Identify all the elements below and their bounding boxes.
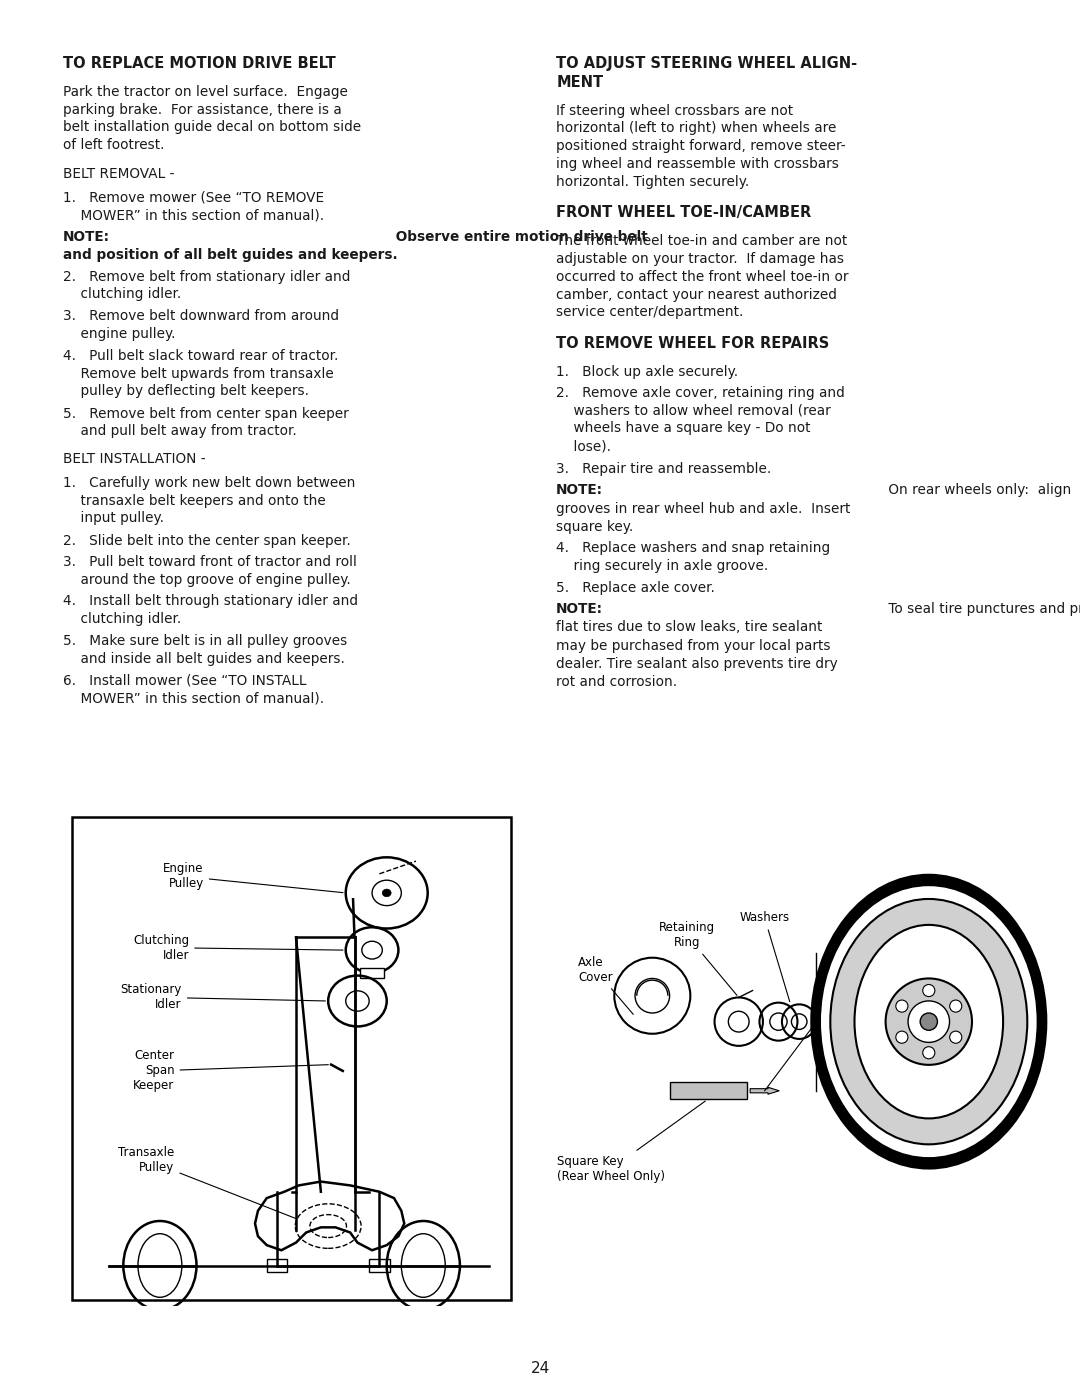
Circle shape — [886, 978, 972, 1065]
Text: NOTE:: NOTE: — [556, 602, 604, 616]
Circle shape — [922, 1046, 935, 1059]
Text: 4.   Pull belt slack toward rear of tractor.
    Remove belt upwards from transa: 4. Pull belt slack toward rear of tracto… — [63, 349, 338, 398]
Text: 3.   Pull belt toward front of tractor and roll
    around the top groove of eng: 3. Pull belt toward front of tractor and… — [63, 555, 356, 587]
Text: 1.   Block up axle securely.: 1. Block up axle securely. — [556, 365, 739, 379]
Text: 1.   Remove mower (See “TO REMOVE
    MOWER” in this section of manual).: 1. Remove mower (See “TO REMOVE MOWER” i… — [63, 190, 324, 222]
Text: Park the tractor on level surface.  Engage
parking brake.  For assistance, there: Park the tractor on level surface. Engag… — [63, 85, 361, 152]
Text: TO REPLACE MOTION DRIVE BELT: TO REPLACE MOTION DRIVE BELT — [63, 56, 336, 71]
Text: 5.   Replace axle cover.: 5. Replace axle cover. — [556, 581, 715, 595]
Text: 3.   Repair tire and reassemble.: 3. Repair tire and reassemble. — [556, 462, 771, 476]
Bar — [267, 1259, 287, 1271]
Text: Washers: Washers — [740, 911, 789, 1002]
Text: 5.   Make sure belt is in all pulley grooves
    and inside all belt guides and : 5. Make sure belt is in all pulley groov… — [63, 634, 347, 666]
Text: grooves in rear wheel hub and axle.  Insert: grooves in rear wheel hub and axle. Inse… — [556, 502, 851, 515]
Text: rot and corrosion.: rot and corrosion. — [556, 675, 677, 689]
Text: 2.   Slide belt into the center span keeper.: 2. Slide belt into the center span keepe… — [63, 534, 350, 548]
Text: Retaining
Ring: Retaining Ring — [659, 921, 737, 995]
Circle shape — [382, 888, 391, 897]
Text: 6.   Install mower (See “TO INSTALL
    MOWER” in this section of manual).: 6. Install mower (See “TO INSTALL MOWER”… — [63, 673, 324, 705]
Text: 5.   Remove belt from center span keeper
    and pull belt away from tractor.: 5. Remove belt from center span keeper a… — [63, 407, 349, 439]
Text: 2.   Remove axle cover, retaining ring and
    washers to allow wheel removal (r: 2. Remove axle cover, retaining ring and… — [556, 386, 845, 453]
Text: 3.   Remove belt downward from around
    engine pulley.: 3. Remove belt downward from around engi… — [63, 309, 339, 341]
Circle shape — [949, 1031, 962, 1044]
Ellipse shape — [831, 898, 1027, 1144]
Text: TO ADJUST STEERING WHEEL ALIGN-
MENT: TO ADJUST STEERING WHEEL ALIGN- MENT — [556, 56, 858, 89]
Text: 2.   Remove belt from stationary idler and
    clutching idler.: 2. Remove belt from stationary idler and… — [63, 270, 350, 302]
Text: Clutching
Idler: Clutching Idler — [133, 933, 343, 961]
Text: If steering wheel crossbars are not
horizontal (left to right) when wheels are
p: If steering wheel crossbars are not hori… — [556, 103, 846, 189]
Text: may be purchased from your local parts: may be purchased from your local parts — [556, 638, 831, 652]
Ellipse shape — [820, 886, 1038, 1158]
Text: FRONT WHEEL TOE-IN/CAMBER: FRONT WHEEL TOE-IN/CAMBER — [556, 205, 811, 221]
Text: Axle
Cover: Axle Cover — [578, 956, 633, 1014]
Text: flat tires due to slow leaks, tire sealant: flat tires due to slow leaks, tire seala… — [556, 620, 823, 634]
Bar — [670, 1083, 747, 1099]
Text: Engine
Pulley: Engine Pulley — [163, 862, 343, 893]
Text: Square Key
(Rear Wheel Only): Square Key (Rear Wheel Only) — [557, 1101, 705, 1183]
Circle shape — [920, 1013, 937, 1031]
Text: On rear wheels only:  align: On rear wheels only: align — [885, 483, 1071, 497]
Text: 1.   Carefully work new belt down between
    transaxle belt keepers and onto th: 1. Carefully work new belt down between … — [63, 476, 355, 525]
Bar — [361, 968, 383, 978]
Text: The front wheel toe-in and camber are not
adjustable on your tractor.  If damage: The front wheel toe-in and camber are no… — [556, 235, 849, 320]
FancyArrowPatch shape — [751, 1087, 779, 1094]
Text: NOTE:: NOTE: — [63, 231, 110, 244]
Circle shape — [895, 1000, 908, 1013]
Text: Observe entire motion drive belt: Observe entire motion drive belt — [391, 231, 648, 244]
Text: and position of all belt guides and keepers.: and position of all belt guides and keep… — [63, 249, 397, 263]
Text: Stationary
Idler: Stationary Idler — [121, 983, 325, 1011]
Text: 4.   Install belt through stationary idler and
    clutching idler.: 4. Install belt through stationary idler… — [63, 594, 357, 626]
Circle shape — [908, 1000, 949, 1042]
Text: square key.: square key. — [556, 520, 634, 534]
Text: BELT INSTALLATION -: BELT INSTALLATION - — [63, 451, 205, 465]
Text: 24: 24 — [530, 1361, 550, 1376]
Circle shape — [895, 1031, 908, 1044]
Text: BELT REMOVAL -: BELT REMOVAL - — [63, 166, 174, 180]
Bar — [369, 1259, 390, 1271]
Text: TO REMOVE WHEEL FOR REPAIRS: TO REMOVE WHEEL FOR REPAIRS — [556, 335, 829, 351]
Text: dealer. Tire sealant also prevents tire dry: dealer. Tire sealant also prevents tire … — [556, 657, 838, 671]
Ellipse shape — [854, 925, 1003, 1119]
Text: Center
Span
Keeper: Center Span Keeper — [133, 1049, 328, 1092]
Text: Transaxle
Pulley: Transaxle Pulley — [119, 1146, 296, 1218]
Text: 4.   Replace washers and snap retaining
    ring securely in axle groove.: 4. Replace washers and snap retaining ri… — [556, 541, 831, 573]
Circle shape — [949, 1000, 962, 1013]
Text: To seal tire punctures and prevent: To seal tire punctures and prevent — [885, 602, 1080, 616]
Circle shape — [922, 985, 935, 996]
Text: NOTE:: NOTE: — [556, 483, 604, 497]
Ellipse shape — [811, 875, 1047, 1168]
